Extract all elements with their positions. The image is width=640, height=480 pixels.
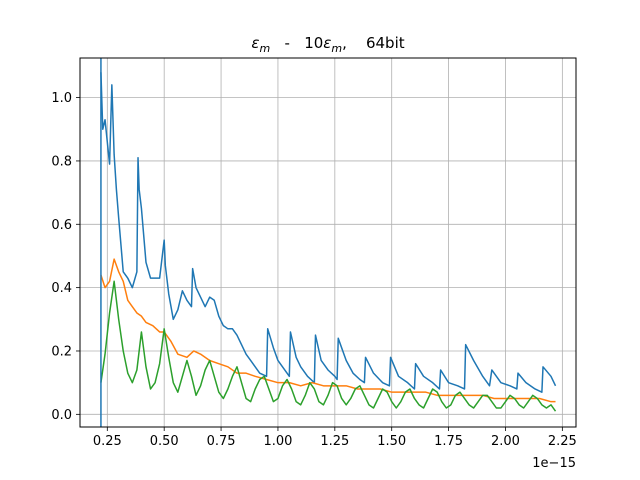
x-tick-label: 1.75: [434, 434, 463, 449]
chart-title: εm - 10εm, 64bit: [251, 34, 404, 55]
x-offset-label: 1e−15: [532, 456, 576, 471]
series-line-3: [100, 280, 557, 412]
x-tick-label: 0.50: [150, 434, 179, 449]
series-line-2: [100, 258, 556, 403]
y-tick-label: 0.6: [51, 218, 72, 233]
x-tick-label: 0.25: [93, 434, 122, 449]
x-tick-label: 2.00: [491, 434, 520, 449]
plot-lines: [100, 58, 557, 427]
x-tick-label: 2.25: [548, 434, 577, 449]
x-tick-label: 1.00: [263, 434, 292, 449]
grid: [80, 58, 576, 427]
series-line-1: [100, 72, 557, 393]
y-tick-label: 0.2: [51, 344, 72, 359]
y-tick-label: 0.8: [51, 154, 72, 169]
y-tick-label: 0.0: [51, 408, 72, 423]
x-tick-label: 1.25: [320, 434, 349, 449]
y-tick-label: 1.0: [51, 91, 72, 106]
x-tick-label: 0.75: [207, 434, 236, 449]
axis-ticks: 0.25 0.50 0.75 1.00 1.25 1.50 1.75 2.00 2.25 0.0 0…: [51, 91, 577, 449]
x-tick-label: 1.50: [377, 434, 406, 449]
axes-frame: [79, 57, 577, 428]
y-tick-label: 0.4: [51, 281, 72, 296]
